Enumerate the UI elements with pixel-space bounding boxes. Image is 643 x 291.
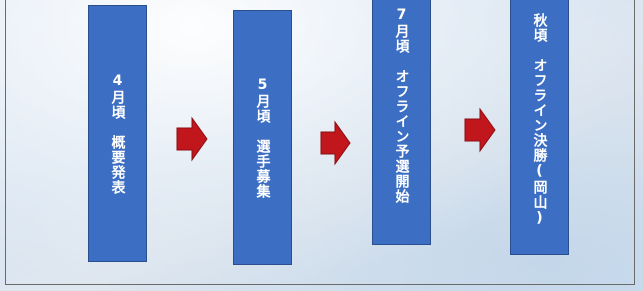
step-label: 4月頃 概要発表 (108, 73, 128, 195)
step-label: 秋頃 オフライン決勝(岡山) (530, 13, 550, 227)
step-box: 秋頃 オフライン決勝(岡山) (510, 0, 569, 255)
step-label: 7月頃 オフライン予選開始 (392, 7, 412, 204)
step-box: 7月頃 オフライン予選開始 (372, 0, 431, 245)
arrow (465, 109, 495, 151)
timeline-diagram: 4月頃 概要発表 5月頃 選手募集 7月頃 オフライン予選開始 秋頃 オフライン… (0, 0, 643, 291)
step-label: 5月頃 選手募集 (253, 77, 273, 199)
step-box: 5月頃 選手募集 (233, 10, 292, 265)
arrow (321, 122, 350, 164)
arrow (177, 118, 207, 160)
step-box: 4月頃 概要発表 (88, 5, 147, 262)
